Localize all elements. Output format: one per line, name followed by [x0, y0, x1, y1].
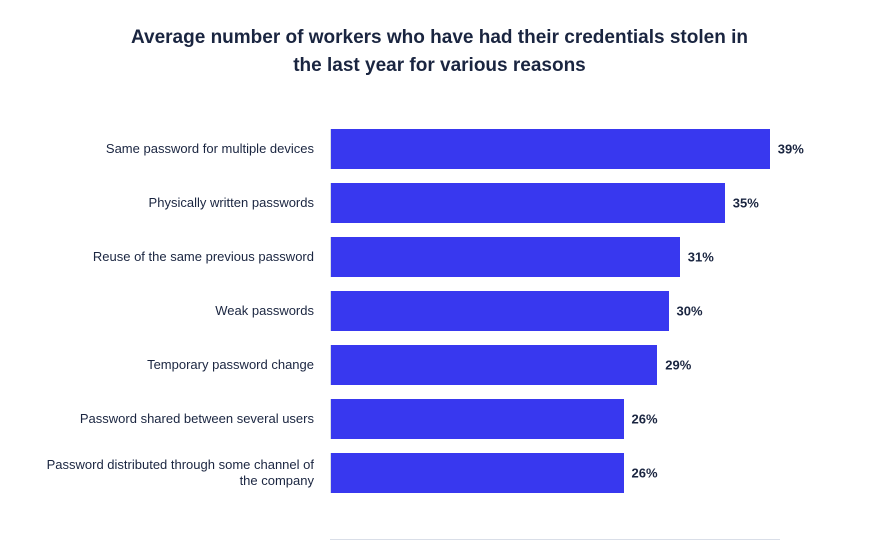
credentials-stolen-chart: Average number of workers who have had t…	[0, 0, 879, 558]
chart-row: Same password for multiple devices 39%	[40, 129, 839, 169]
chart-rows: Same password for multiple devices 39% P…	[40, 129, 839, 493]
row-value: 39%	[778, 142, 804, 157]
row-track: 26%	[330, 399, 780, 439]
row-label: Password shared between several users	[40, 411, 330, 427]
chart-row: Password shared between several users 26…	[40, 399, 839, 439]
chart-row: Weak passwords 30%	[40, 291, 839, 331]
row-value: 26%	[632, 466, 658, 481]
row-bar	[331, 129, 770, 169]
row-label: Password distributed through some channe…	[40, 457, 330, 490]
row-bar	[331, 453, 624, 493]
row-track: 39%	[330, 129, 780, 169]
row-bar	[331, 345, 657, 385]
row-track: 29%	[330, 345, 780, 385]
row-value: 26%	[632, 412, 658, 427]
row-value: 35%	[733, 196, 759, 211]
row-track: 30%	[330, 291, 780, 331]
row-track: 31%	[330, 237, 780, 277]
chart-title: Average number of workers who have had t…	[120, 24, 760, 79]
chart-row: Reuse of the same previous password 31%	[40, 237, 839, 277]
row-label: Physically written passwords	[40, 195, 330, 211]
row-label: Same password for multiple devices	[40, 141, 330, 157]
row-label: Reuse of the same previous password	[40, 249, 330, 265]
row-label: Weak passwords	[40, 303, 330, 319]
x-axis-line	[330, 539, 780, 540]
chart-row: Temporary password change 29%	[40, 345, 839, 385]
row-track: 26%	[330, 453, 780, 493]
chart-row: Physically written passwords 35%	[40, 183, 839, 223]
row-value: 31%	[688, 250, 714, 265]
row-track: 35%	[330, 183, 780, 223]
row-bar	[331, 183, 725, 223]
row-bar	[331, 399, 624, 439]
row-bar	[331, 291, 669, 331]
row-value: 30%	[677, 304, 703, 319]
chart-row: Password distributed through some channe…	[40, 453, 839, 493]
row-value: 29%	[665, 358, 691, 373]
row-label: Temporary password change	[40, 357, 330, 373]
row-bar	[331, 237, 680, 277]
